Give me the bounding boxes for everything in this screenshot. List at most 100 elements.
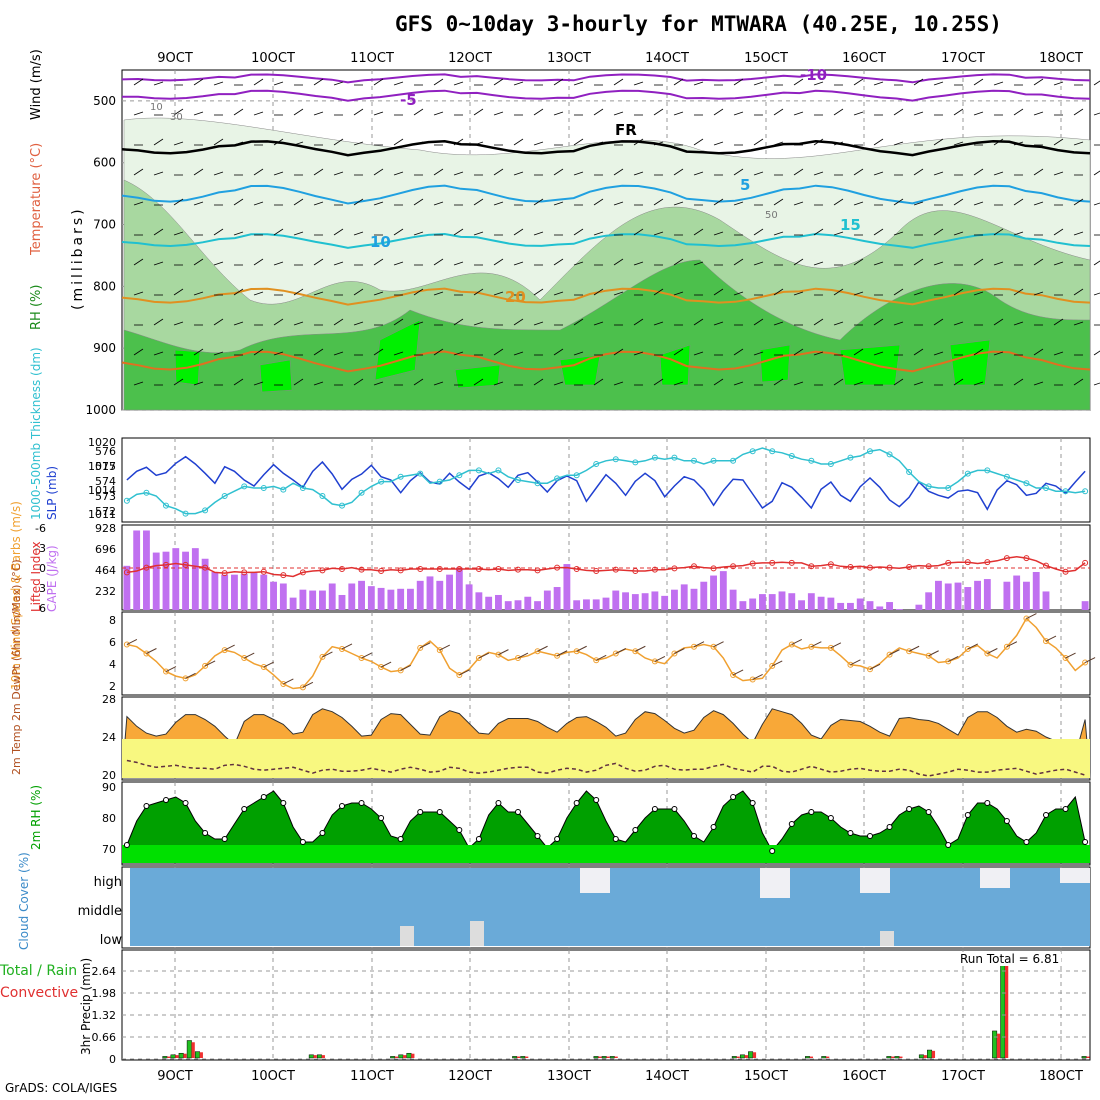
precip-total-bar — [609, 1056, 615, 1059]
wind-barb — [633, 261, 644, 266]
wind-barb — [833, 141, 844, 146]
precip-total-bar — [918, 1054, 924, 1059]
wind-barb — [513, 351, 524, 356]
wind-barb — [933, 318, 944, 326]
wind-barb — [433, 348, 444, 356]
wind-barb — [953, 198, 964, 206]
wind-barb — [293, 198, 304, 206]
wind-barb — [973, 381, 984, 386]
wind-barb — [213, 318, 224, 326]
panel-frame — [121, 781, 1091, 866]
panel-frame — [121, 696, 1091, 781]
wind-barb — [513, 228, 524, 236]
wind-barb — [833, 321, 844, 326]
wind-barb — [1053, 261, 1064, 266]
wind-barb — [1053, 228, 1064, 236]
wind-barb — [593, 108, 604, 116]
wind10-point — [241, 655, 248, 662]
wind-barb — [373, 201, 384, 206]
cape-bar — [1042, 591, 1050, 610]
wind-barb — [493, 78, 504, 86]
wind10-point — [1023, 615, 1030, 622]
precip-conv-bar — [744, 1055, 748, 1058]
wind-barb — [533, 288, 544, 296]
cape-bar — [319, 590, 326, 610]
wind-barb — [853, 381, 864, 386]
lifted-index-line — [126, 555, 1086, 578]
wind10-point — [984, 650, 991, 657]
thickness-point — [358, 489, 365, 496]
wind-barb — [653, 321, 664, 326]
wind-barb — [993, 81, 1004, 86]
panel-frame — [121, 437, 1091, 523]
wind-barb — [713, 321, 724, 326]
thickness-tick-label: 576 — [95, 445, 116, 458]
wind-barb — [1013, 198, 1024, 206]
wind-barb — [553, 78, 564, 86]
wind-barb — [153, 81, 164, 86]
precip-total-bar — [805, 1056, 811, 1059]
rh2m-point — [475, 836, 482, 842]
lifted-index-point — [1082, 559, 1089, 566]
wind10-point — [358, 655, 365, 662]
precip-total-bar — [992, 1030, 998, 1059]
wind-barb — [253, 111, 264, 116]
wind-barb — [153, 318, 164, 326]
x-tick-label-top: 14OCT — [645, 51, 689, 66]
wind10-barb — [811, 641, 822, 648]
wind-barb — [173, 108, 184, 116]
thickness-tick-label: 575 — [95, 460, 116, 473]
wind10-barb — [126, 639, 138, 645]
wind-barb — [673, 291, 684, 296]
wind10-tick-label: 6 — [109, 636, 116, 649]
wind-barb — [433, 78, 444, 86]
grads-credit: GrADS: COLA/IGES — [5, 1081, 118, 1095]
isotherm-freezing — [121, 140, 1091, 157]
cape-bar — [1013, 575, 1021, 610]
wind-barb — [293, 108, 304, 116]
thickness-point — [221, 493, 228, 499]
run-total-label: Run Total = 6.81 — [958, 952, 1062, 966]
wind-barb — [813, 138, 824, 146]
wind-barb — [1093, 260, 1100, 266]
cape-bar — [827, 597, 835, 610]
wind10-barb — [635, 645, 646, 652]
y-tick-label: 500 — [93, 94, 116, 108]
wind10-point — [730, 671, 737, 678]
wind-barb — [333, 351, 344, 356]
rh2m-point — [769, 848, 776, 854]
rh2m-point — [984, 800, 991, 806]
thickness-point — [495, 467, 502, 474]
cape-bar — [983, 579, 991, 610]
wind-barb — [593, 141, 604, 146]
precip-conv-bar — [614, 1056, 618, 1058]
cape-bar — [426, 576, 434, 610]
wind-barb — [293, 141, 304, 146]
wind-barb — [733, 381, 744, 386]
wind10-barb — [850, 659, 861, 666]
wind-barb — [1093, 170, 1100, 176]
wind10-barb — [1026, 613, 1037, 619]
cape-bar — [367, 586, 375, 610]
cloud-low-bar — [880, 931, 894, 946]
wind-barb — [793, 78, 804, 86]
wind-barb — [473, 141, 484, 146]
wind-barb — [953, 108, 964, 116]
cape-bar — [631, 594, 639, 610]
rh2m-point — [730, 794, 737, 800]
wind-barb — [493, 381, 504, 386]
thickness-line — [126, 447, 1086, 515]
wind-barb — [533, 198, 544, 206]
rh2m-point — [417, 809, 424, 815]
wind10-barb — [224, 644, 235, 651]
isotherm-label: 15 — [840, 216, 861, 234]
precip-conv-bar — [403, 1055, 407, 1058]
wind-barb — [953, 378, 964, 386]
cape-bar — [475, 592, 483, 610]
isotherm-20 — [121, 350, 1091, 373]
isotherm-label: -5 — [400, 91, 417, 109]
rh2m-point — [534, 833, 541, 839]
wind-barb — [793, 201, 804, 206]
temp-ylabel: 2m Temp 2m DewPt (6hr Min/Max) (°C) — [10, 559, 23, 775]
